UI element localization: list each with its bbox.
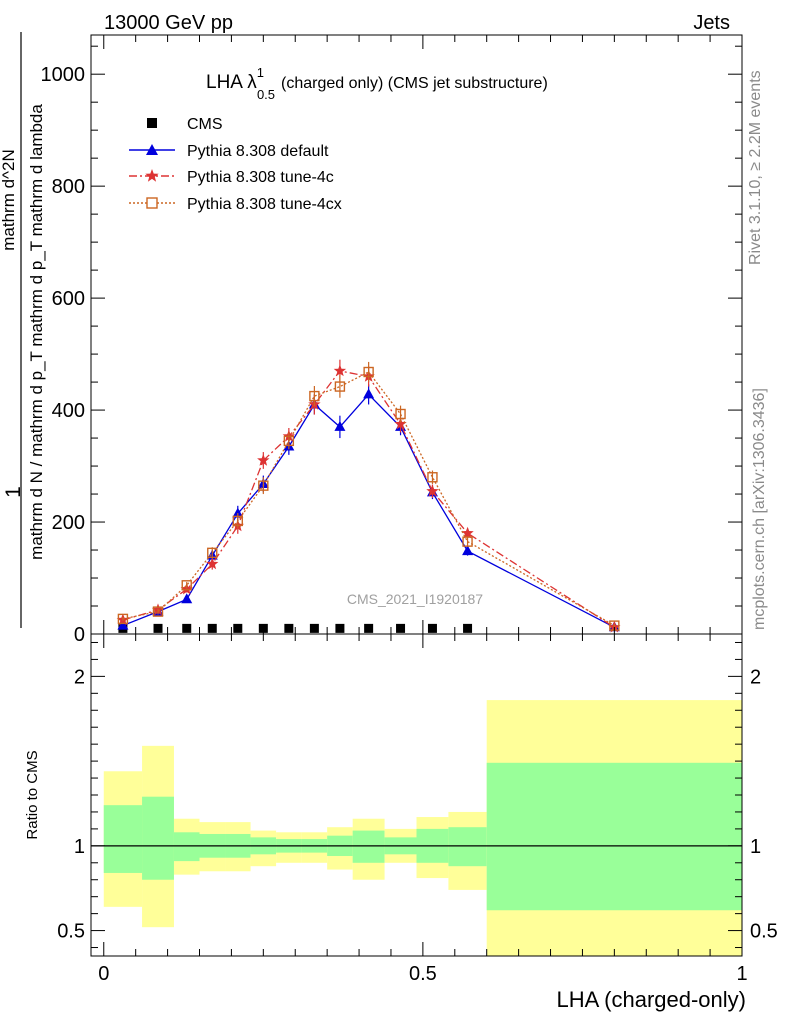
y-axis-label: 1 mathrm d N / mathrm d p_T mathrm d p_T…: [0, 32, 46, 628]
ratio-band-inner: [448, 827, 487, 867]
ratio-ticks: 0.5 0.51 12 20 0.5 1: [57, 634, 778, 985]
main-series: [116, 359, 621, 633]
data-point: [334, 381, 346, 392]
data-point: [394, 417, 407, 430]
data-point: [117, 619, 129, 630]
data-point: [117, 613, 129, 625]
data-point: [181, 580, 192, 591]
legend-item-tune4cx: Pythia 8.308 tune-4cx: [129, 196, 342, 213]
data-point: [257, 454, 270, 466]
data-point: [207, 623, 217, 633]
ratio-y-tick-label-right: 0.5: [750, 921, 778, 943]
legend-label-tune4c: Pythia 8.308 tune-4c: [187, 169, 334, 186]
legend-item-default: Pythia 8.308 default: [129, 143, 329, 160]
data-point: [462, 545, 474, 556]
legend-item-tune4c: Pythia 8.308 tune-4c: [129, 169, 334, 186]
y-label-top: mathrm d^2N: [0, 149, 18, 251]
data-point: [463, 623, 473, 633]
data-point: [152, 606, 164, 617]
ratio-y-tick-label-right: 2: [750, 666, 761, 688]
y-label-numerator: 1: [2, 486, 25, 498]
analysis-watermark: CMS_2021_I1920187: [347, 591, 483, 607]
ratio-band-inner: [352, 830, 385, 863]
data-point: [461, 526, 474, 539]
data-point: [364, 623, 374, 633]
data-point: [427, 472, 438, 483]
data-point: [363, 388, 375, 399]
plot-title: LHA λ1 0.5(charged only) (CMS jet substru…: [206, 65, 548, 102]
rivet-info: Rivet 3.1.10, ≥ 2.2M events: [747, 70, 764, 265]
data-point: [462, 536, 473, 547]
series-3: [117, 361, 620, 631]
data-point: [207, 547, 218, 559]
x-axis-label: LHA (charged-only): [556, 987, 746, 1012]
legend-label-cms: CMS: [187, 116, 223, 133]
ratio-plot: 0.5 0.51 12 20 0.5 1 Ratio to CMS LHA (charge…: [24, 633, 778, 1012]
y-tick-label: 600: [52, 288, 85, 310]
legend-marker-default: [146, 144, 158, 155]
y-tick-label: 200: [52, 512, 85, 534]
data-point: [283, 435, 295, 447]
data-point: [309, 390, 320, 402]
x-tick-label: 1: [736, 963, 747, 985]
series-line: [122, 371, 615, 627]
legend: CMS Pythia 8.308 default Pythia 8.308 tu…: [129, 116, 342, 213]
x-tick-label: 0.5: [409, 963, 437, 985]
legend-item-cms: CMS: [147, 116, 223, 133]
data-point: [206, 557, 219, 570]
header-right: Jets: [693, 12, 730, 34]
y-tick-label: 800: [52, 176, 85, 198]
legend-marker-tune4c: [145, 169, 159, 182]
y-tick-label: 1000: [41, 64, 86, 86]
mcplots-info: mcplots.cern.ch [arXiv:1306.3436]: [751, 388, 768, 630]
data-point: [426, 484, 439, 497]
data-point: [363, 366, 374, 378]
data-point: [335, 623, 345, 633]
data-point: [232, 507, 244, 518]
main-ticks: 0 200 400 600 800 1000: [41, 35, 743, 646]
y-tick-label: 400: [52, 400, 85, 422]
ratio-y-label: Ratio to CMS: [24, 750, 41, 839]
data-point: [334, 420, 346, 431]
ratio-y-tick-label-left: 1: [74, 836, 85, 858]
data-point: [333, 364, 347, 377]
ratio-band-inner: [486, 762, 742, 911]
y-label-denominator: mathrm d N / mathrm d p_T mathrm d p_T m…: [27, 104, 46, 560]
data-point: [309, 623, 319, 633]
ratio-y-tick-label-left: 2: [74, 666, 85, 688]
ratio-band-inner: [103, 805, 143, 873]
y-tick-label: 0: [74, 624, 85, 646]
data-point: [233, 623, 243, 633]
data-point: [284, 623, 294, 633]
legend-marker-tune4cx: [146, 197, 158, 209]
data-point: [153, 623, 163, 633]
legend-label-default: Pythia 8.308 default: [187, 143, 329, 160]
main-plot: 0 200 400 600 800 1000 LHA λ1 0.5(charged only…: [0, 32, 743, 646]
ratio-bands: [103, 700, 742, 956]
ratio-band-inner: [173, 832, 200, 862]
data-point: [232, 515, 243, 527]
data-point: [396, 623, 406, 633]
ratio-y-tick-label-right: 1: [750, 836, 761, 858]
legend-label-tune4cx: Pythia 8.308 tune-4cx: [187, 196, 342, 213]
legend-marker-cms: [147, 118, 157, 128]
series-line: [122, 370, 615, 628]
data-point: [427, 623, 437, 633]
data-point: [395, 408, 406, 420]
data-point: [258, 480, 269, 491]
data-point: [182, 623, 192, 633]
ratio-band-inner: [142, 796, 174, 880]
header-left: 13000 GeV pp: [104, 12, 233, 34]
data-point: [181, 593, 193, 604]
ratio-y-tick-label-left: 0.5: [57, 921, 85, 943]
x-tick-label: 0: [98, 963, 109, 985]
